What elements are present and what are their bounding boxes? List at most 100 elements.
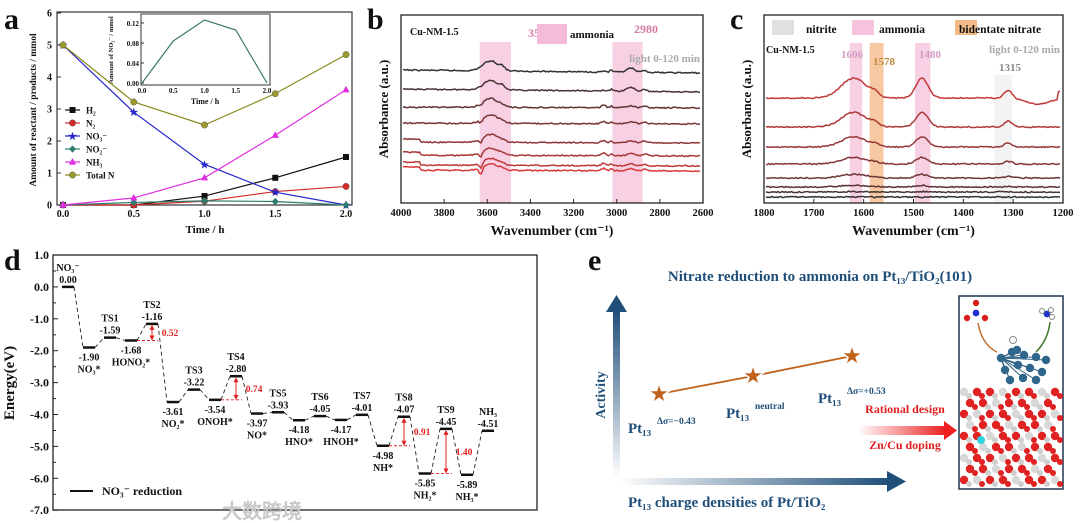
data-point — [130, 198, 138, 207]
atom — [965, 420, 975, 430]
legend-swatch-1 — [852, 20, 874, 35]
inset-y-tick-label: 0.08 — [127, 40, 140, 48]
arrow-label-rational-design: Rational design — [865, 402, 945, 416]
connector — [304, 415, 315, 421]
pt-atom — [1013, 360, 1023, 370]
barrier-arrowhead — [149, 324, 155, 330]
panel-label-b: b — [367, 3, 384, 36]
atom — [1004, 464, 1014, 474]
pt-atom — [1025, 363, 1035, 373]
atom — [1050, 470, 1056, 476]
x-tick-label: 1.0 — [198, 209, 211, 220]
level-energy: -4.98 — [373, 451, 394, 462]
o-atom — [963, 314, 971, 322]
band-label-1480: 1480 — [919, 49, 942, 61]
atom — [1043, 420, 1053, 430]
atom — [1005, 481, 1011, 487]
band-label-1315: 1315 — [999, 62, 1022, 74]
atom — [998, 431, 1008, 441]
atom — [1031, 415, 1037, 421]
y-tick-label: 1.0 — [34, 248, 49, 262]
x-tick-label: 3200 — [563, 208, 584, 219]
spectrum-trace — [765, 184, 1061, 189]
level-energy: 0.00 — [59, 275, 77, 286]
data-point — [271, 90, 279, 98]
level-name: NO₃⁻ — [56, 263, 79, 274]
y-tick-label: -5.0 — [30, 439, 49, 453]
legend-swatch-2 — [955, 20, 977, 35]
atom — [985, 409, 995, 419]
y-tick-label: -6.0 — [30, 471, 49, 485]
spectrum-trace — [765, 111, 1061, 129]
y-tick-label: 1 — [47, 169, 52, 180]
atom — [972, 470, 978, 476]
level-energy: -3.97 — [247, 419, 268, 430]
spectrum-trace — [402, 79, 701, 94]
spectrum-trace — [766, 76, 1061, 106]
data-point — [201, 121, 208, 129]
data-point — [69, 107, 76, 113]
level-name: HONO₂* — [112, 357, 151, 368]
atom — [1057, 437, 1063, 443]
connector — [367, 414, 378, 446]
o-atom — [981, 314, 989, 322]
legend-label-ammonia: ammonia — [570, 29, 615, 41]
atom — [992, 415, 998, 421]
connector — [325, 415, 336, 421]
atom — [1004, 420, 1014, 430]
atom — [1030, 398, 1040, 408]
n-atom — [972, 309, 980, 317]
level-energy: -1.16 — [142, 312, 163, 323]
atom — [985, 475, 995, 485]
y-tick-label: -1.0 — [30, 312, 49, 326]
atom — [1017, 442, 1027, 452]
atom — [972, 387, 982, 397]
panel-label-c: c — [730, 3, 743, 36]
atom — [1050, 409, 1060, 419]
atom — [972, 453, 982, 463]
trend-line — [658, 355, 853, 395]
level-energy: -4.51 — [478, 419, 499, 430]
plot-frame — [400, 14, 704, 204]
legend-label: NO₃⁻ reduction — [102, 484, 182, 498]
data-point — [69, 171, 76, 179]
plot-frame — [52, 254, 538, 511]
spectrum-trace — [765, 190, 1061, 194]
atom — [978, 420, 988, 430]
atom — [1018, 459, 1024, 465]
n-atom — [1043, 310, 1051, 318]
atom — [959, 453, 969, 463]
atom — [1031, 459, 1037, 465]
spectrum-trace — [766, 156, 1060, 166]
atom — [1031, 481, 1037, 487]
atom — [972, 448, 978, 454]
atom — [1004, 442, 1014, 452]
y-tick-label: 4 — [47, 73, 52, 84]
atom — [979, 415, 985, 421]
atom — [966, 393, 972, 399]
y-tick-label: 3 — [47, 105, 52, 116]
level-energy: -3.61 — [163, 407, 184, 418]
atom — [959, 409, 969, 419]
spectrum-trace — [402, 114, 701, 126]
atom — [1037, 431, 1047, 441]
spectrum-trace — [765, 172, 1061, 180]
atom — [1044, 393, 1050, 399]
level-name: NH₂* — [414, 491, 437, 502]
y-tick-label: 6 — [47, 9, 52, 20]
atom — [998, 448, 1004, 454]
atom — [1024, 431, 1034, 441]
atom — [991, 464, 1001, 474]
pt-atom — [1037, 367, 1047, 377]
y-axis-title: Amount of reactant / products / mmol — [29, 33, 39, 187]
x-axis-title: Wavenumber (cm⁻¹) — [852, 224, 975, 239]
atom — [979, 481, 985, 487]
data-point: ★ — [200, 160, 209, 171]
star-marker: ★ — [646, 379, 671, 410]
data-point — [200, 173, 209, 181]
atom — [998, 409, 1008, 419]
spectrum-trace — [402, 133, 701, 145]
atom — [998, 387, 1008, 397]
y-axis-arrowhead — [606, 295, 627, 312]
atom — [1011, 409, 1021, 419]
